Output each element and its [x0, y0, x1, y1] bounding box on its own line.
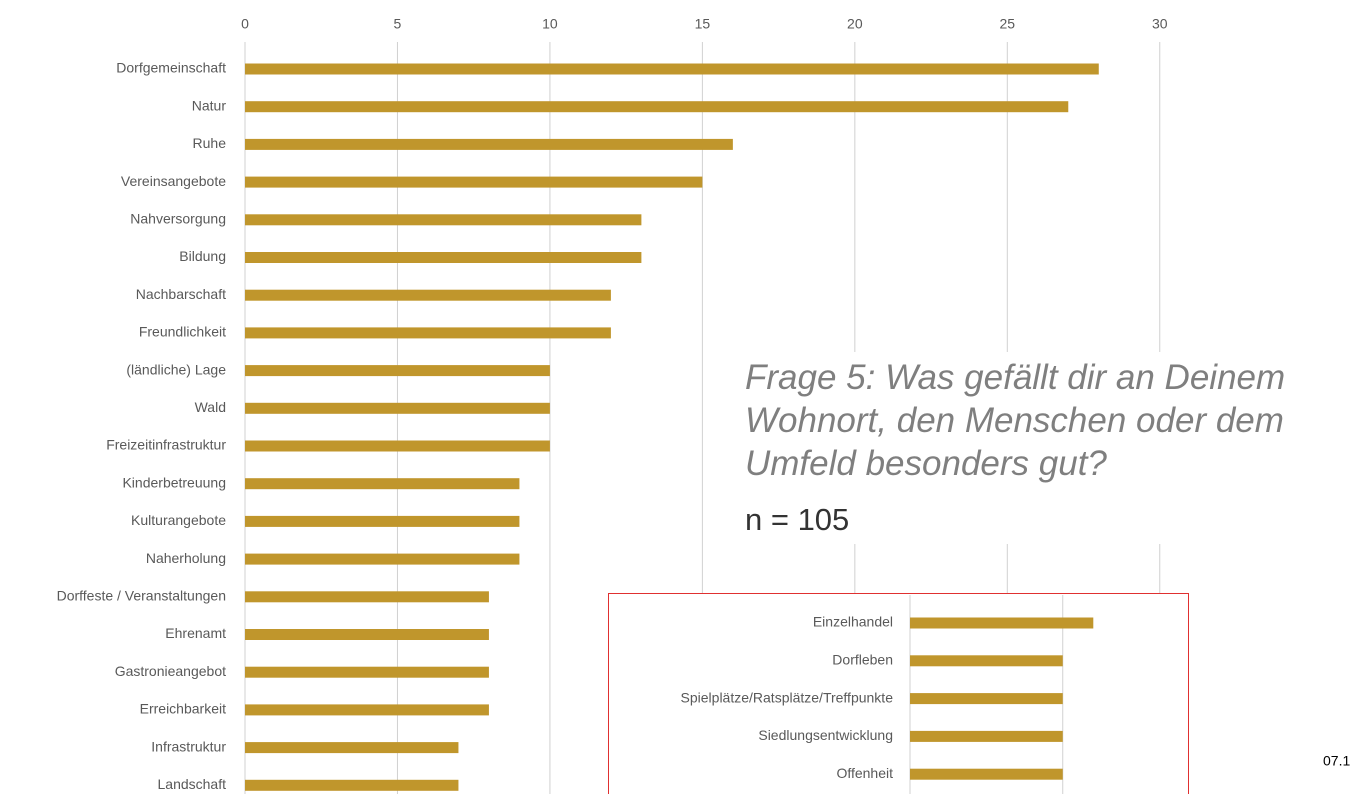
category-label: Bildung — [179, 248, 226, 264]
category-label: (ländliche) Lage — [126, 361, 226, 377]
category-label: Kulturangebote — [131, 512, 226, 528]
category-label: Offenheit — [836, 765, 893, 781]
bar — [245, 252, 642, 263]
category-label: Infrastruktur — [151, 738, 226, 754]
bar — [910, 617, 1094, 629]
question-line: Frage 5: Was gefällt dir an Deinem — [745, 358, 1285, 397]
bar — [910, 655, 1063, 667]
category-label: Natur — [192, 97, 227, 113]
x-tick-label: 25 — [1000, 16, 1016, 32]
bar — [245, 138, 733, 150]
bar — [245, 289, 611, 301]
bar — [245, 704, 489, 716]
category-label: Freizeitinfrastruktur — [106, 437, 226, 453]
category-label: Naherholung — [146, 550, 226, 566]
x-tick-label: 20 — [847, 16, 863, 32]
category-label: Ruhe — [193, 135, 227, 151]
bar — [910, 768, 1063, 780]
category-label: Erreichbarkeit — [140, 701, 226, 717]
bar — [245, 63, 1099, 75]
category-label: Nahversorgung — [130, 211, 226, 227]
bar — [245, 742, 459, 754]
category-label: Wald — [195, 399, 226, 415]
bar — [245, 176, 703, 188]
category-label: Dorffeste / Veranstaltungen — [57, 588, 226, 604]
category-label: Landschaft — [158, 776, 227, 792]
category-label: Spielplätze/Ratsplätze/Treffpunkte — [681, 689, 894, 705]
category-label: Ehrenamt — [165, 625, 226, 641]
bar — [245, 553, 520, 565]
category-label: Dorfgemeinschaft — [116, 60, 226, 76]
category-label: Siedlungsentwicklung — [758, 727, 893, 743]
x-tick-label: 5 — [394, 16, 402, 32]
sample-size: n = 105 — [745, 502, 849, 537]
question-line: Wohnort, den Menschen oder dem — [745, 401, 1284, 440]
page-number: 07.1 — [1323, 753, 1350, 769]
x-tick-label: 15 — [695, 16, 711, 32]
x-tick-label: 0 — [241, 16, 249, 32]
bar — [245, 629, 489, 640]
bar — [245, 779, 459, 791]
bar — [245, 591, 489, 603]
bar — [245, 515, 520, 527]
bar — [245, 365, 550, 377]
category-label: Kinderbetreuung — [122, 474, 226, 490]
x-tick-label: 30 — [1152, 16, 1168, 32]
bar — [245, 327, 611, 339]
question-line: Umfeld besonders gut? — [745, 444, 1107, 483]
bar — [245, 402, 550, 414]
bar — [910, 730, 1063, 742]
annotation-background — [735, 352, 1354, 544]
category-label: Freundlichkeit — [139, 324, 226, 340]
category-label: Dorfleben — [832, 652, 893, 668]
category-label: Einzelhandel — [813, 614, 893, 630]
bar — [245, 440, 550, 452]
bar — [245, 666, 489, 678]
bar — [910, 693, 1063, 705]
x-tick-label: 10 — [542, 16, 558, 32]
bar — [245, 478, 520, 490]
category-label: Gastronieangebot — [115, 663, 226, 679]
category-label: Nachbarschaft — [136, 286, 226, 302]
category-label: Vereinsangebote — [121, 173, 226, 189]
inset-chart: Einzelhandel Dorfleben Spielplätze/Ratsplä… — [681, 595, 1094, 794]
bar — [245, 101, 1069, 113]
bar — [245, 214, 642, 226]
